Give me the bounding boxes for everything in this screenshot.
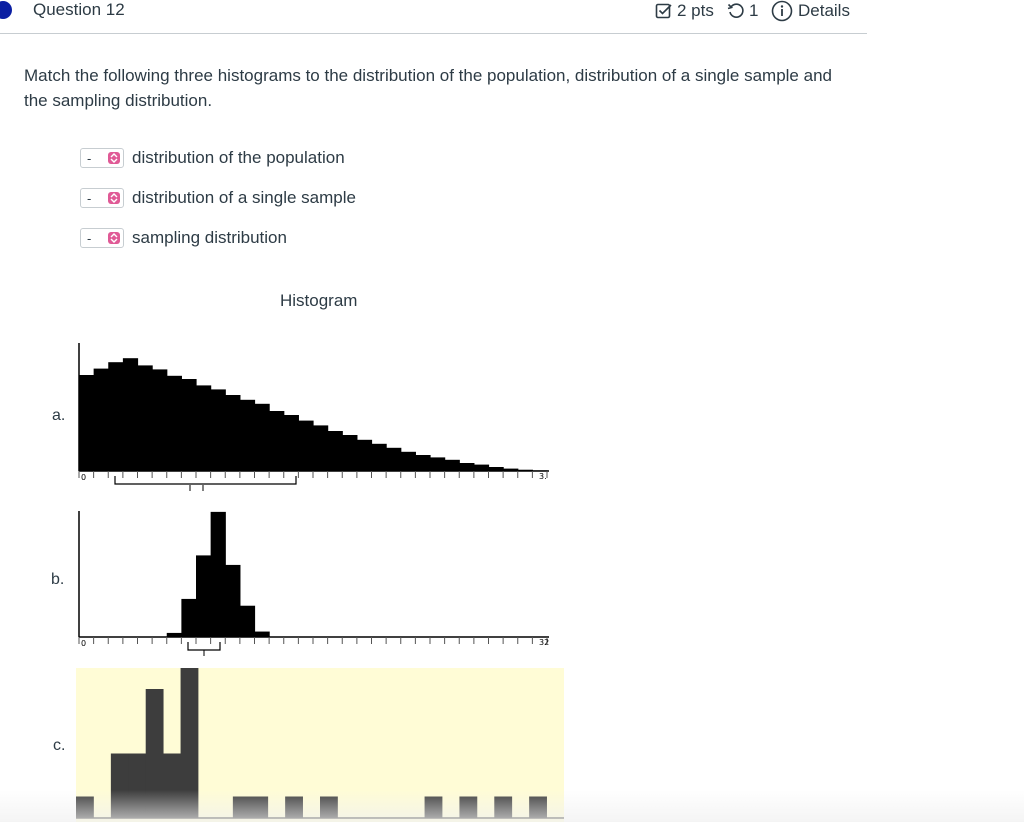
question-prompt: Match the following three histograms to … bbox=[24, 66, 832, 110]
histogram-bar bbox=[163, 753, 181, 818]
histogram-bar bbox=[145, 689, 164, 818]
attempts-indicator: 1 bbox=[727, 0, 758, 22]
question-title: Question 12 bbox=[33, 0, 125, 19]
histogram-bar bbox=[503, 468, 519, 471]
histogram-a: 0 3. bbox=[78, 343, 549, 491]
x-tick-label: 0 bbox=[81, 639, 86, 648]
chevron-updown-icon bbox=[108, 232, 120, 244]
histogram-bar bbox=[166, 375, 182, 471]
histogram-bar bbox=[239, 399, 256, 471]
points-text: 2 pts bbox=[677, 1, 714, 20]
details-label: Details bbox=[798, 1, 850, 20]
histogram-bar bbox=[473, 464, 490, 471]
histogram-bar bbox=[430, 457, 446, 471]
range-bracket bbox=[114, 476, 297, 485]
select-value: - bbox=[87, 150, 92, 166]
histogram-bar bbox=[254, 403, 270, 471]
match-select-population[interactable]: - bbox=[80, 148, 124, 168]
range-bracket bbox=[187, 642, 221, 651]
histogram-bar bbox=[424, 796, 443, 818]
histogram-bar bbox=[110, 753, 129, 818]
histogram-bar bbox=[122, 358, 139, 471]
select-value: - bbox=[87, 230, 92, 246]
histogram-bar bbox=[494, 796, 513, 818]
histogram-b: 0 32 bbox=[78, 511, 549, 656]
histogram-bar bbox=[285, 796, 303, 818]
histogram-c bbox=[76, 668, 564, 822]
histogram-bar bbox=[79, 375, 95, 471]
select-value: - bbox=[87, 190, 92, 206]
x-tick-label: 32 bbox=[539, 638, 549, 647]
retry-icon bbox=[727, 3, 744, 18]
match-label: sampling distribution bbox=[132, 228, 287, 247]
histogram-bar bbox=[232, 796, 251, 818]
histogram-bar bbox=[386, 447, 402, 471]
info-icon bbox=[771, 0, 793, 22]
histogram-bar bbox=[327, 431, 343, 471]
histogram-bar bbox=[128, 753, 147, 818]
histogram-bar bbox=[239, 605, 256, 637]
histogram-bar bbox=[320, 796, 338, 818]
histogram-bar bbox=[400, 451, 416, 471]
histogram-bar bbox=[269, 411, 285, 471]
match-select-single-sample[interactable]: - bbox=[80, 188, 124, 208]
match-row-sampling-distribution: - sampling distribution bbox=[80, 227, 287, 249]
histogram-bar bbox=[181, 379, 197, 471]
histogram-bar bbox=[250, 796, 269, 818]
histogram-bar bbox=[225, 564, 241, 637]
histogram-bar bbox=[225, 395, 241, 471]
histogram-bar bbox=[415, 455, 431, 471]
histogram-bar bbox=[342, 435, 358, 471]
histogram-bar bbox=[298, 420, 314, 471]
question-header: Question 12 2 pts 1 Details bbox=[0, 0, 867, 34]
histogram-bar bbox=[196, 555, 212, 637]
histogram-bar bbox=[210, 389, 226, 471]
match-row-population: - distribution of the population bbox=[80, 147, 345, 169]
histogram-bar bbox=[76, 796, 94, 818]
histogram-bar bbox=[313, 425, 329, 471]
histogram-b-label: b. bbox=[51, 571, 65, 588]
match-label: distribution of the population bbox=[132, 148, 345, 167]
histogram-bar bbox=[137, 365, 153, 471]
histogram-c-label: c. bbox=[53, 737, 66, 754]
chevron-updown-icon bbox=[108, 192, 120, 204]
histogram-title: Histogram bbox=[280, 291, 358, 310]
histogram-bar bbox=[196, 385, 212, 471]
histogram-bar bbox=[529, 796, 547, 818]
histogram-bar bbox=[283, 415, 299, 471]
match-row-single-sample: - distribution of a single sample bbox=[80, 187, 356, 209]
histogram-bar bbox=[108, 362, 124, 471]
histogram-bar bbox=[488, 467, 504, 471]
x-tick-label: 0 bbox=[81, 473, 86, 482]
histogram-bar bbox=[181, 598, 197, 637]
points-indicator: 2 pts bbox=[655, 0, 714, 22]
attempts-text: 1 bbox=[749, 1, 759, 20]
histogram-bar bbox=[180, 668, 199, 818]
x-tick-label: 3. bbox=[539, 472, 547, 481]
match-select-sampling-distribution[interactable]: - bbox=[80, 228, 124, 248]
question-status-dot-icon bbox=[0, 1, 12, 19]
histogram-bar bbox=[444, 459, 460, 471]
histogram-bar bbox=[356, 439, 373, 471]
histogram-bar bbox=[459, 463, 475, 471]
histogram-bar bbox=[459, 796, 478, 818]
details-button[interactable]: Details bbox=[771, 0, 850, 22]
chevron-updown-icon bbox=[108, 152, 120, 164]
checkbox-icon bbox=[655, 3, 672, 19]
histogram-bar bbox=[166, 632, 182, 637]
histogram-bar bbox=[152, 369, 168, 471]
match-label: distribution of a single sample bbox=[132, 188, 356, 207]
histogram-bar bbox=[93, 368, 109, 471]
histogram-a-label: a. bbox=[52, 407, 66, 424]
histogram-bar bbox=[254, 631, 270, 637]
histogram-bar bbox=[210, 511, 226, 637]
histogram-bar bbox=[371, 443, 387, 471]
